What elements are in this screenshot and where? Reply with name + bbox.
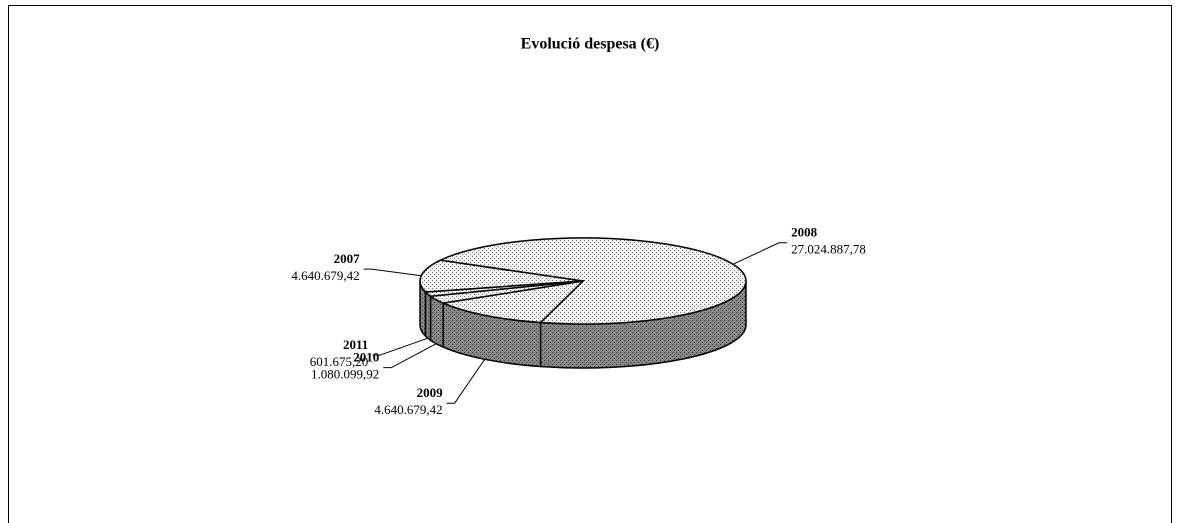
slice-value-label: 4.640.679,42	[374, 402, 442, 417]
leader-line	[446, 359, 486, 404]
chart-title: Evolució despesa (€)	[521, 36, 660, 53]
slice	[440, 279, 586, 324]
slice	[419, 259, 584, 293]
slice-category: 2009	[417, 385, 444, 400]
leader-line	[363, 268, 422, 277]
leader-line	[383, 343, 437, 369]
slice-category: 2011	[343, 337, 368, 352]
slice-category: 2010	[353, 350, 379, 365]
slice-value-label: 601.675,20	[310, 354, 369, 369]
slice-category: 2007	[334, 251, 361, 266]
leader-line	[372, 337, 429, 356]
slice-side	[429, 294, 444, 349]
slice	[437, 237, 747, 325]
slice-category: 2008	[791, 225, 818, 240]
slice-value-label: 27.024.887,78	[791, 242, 866, 257]
leader-line	[732, 242, 788, 265]
slice-value-label: 4.640.679,42	[291, 268, 359, 283]
slice-side	[424, 290, 432, 342]
slice-value-label: 1.080.099,92	[311, 367, 379, 382]
slice	[423, 280, 584, 297]
